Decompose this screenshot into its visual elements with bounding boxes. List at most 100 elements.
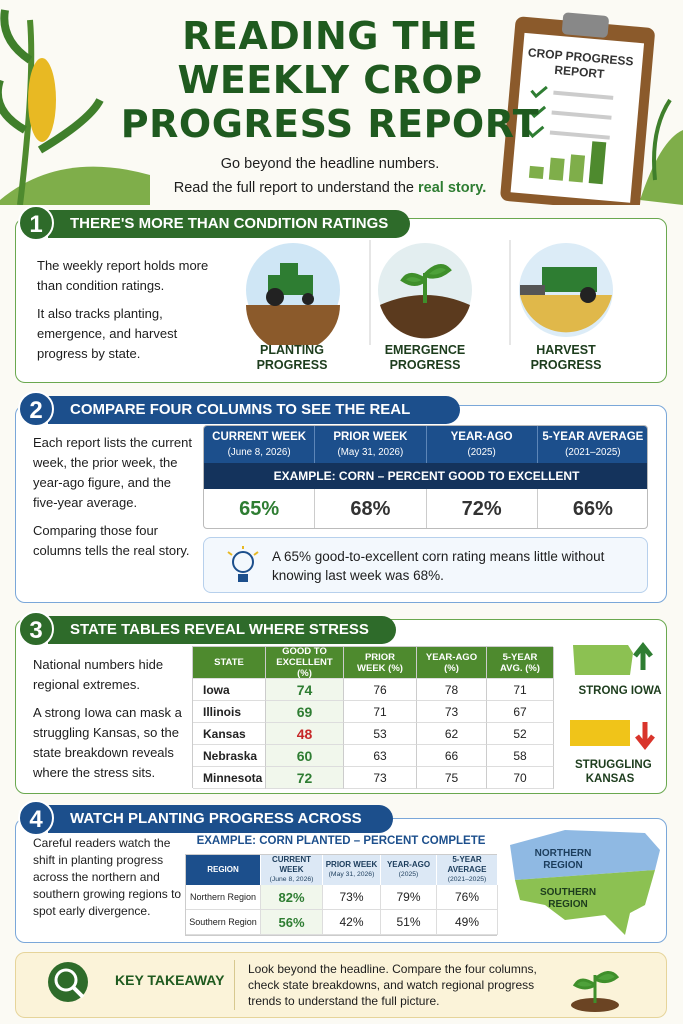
title-line: WEEKLY CROP (177, 58, 483, 102)
header-cell: CURRENT WEEK (June 8, 2026) (261, 855, 323, 885)
table-cell: 73 (417, 701, 487, 723)
header-cell: YEAR-AGO (2025) (381, 855, 437, 885)
table-cell: 71 (344, 701, 417, 723)
header-sub: (2025) (467, 446, 496, 458)
header-sub: (May 31, 2026) (328, 871, 375, 878)
icon-label: HARVEST PROGRESS (530, 343, 602, 372)
section-title: THERE'S MORE THAN CONDITION RATINGS (48, 210, 410, 238)
table-cell: 67 (487, 701, 554, 723)
section-text: Each report lists the current week, the … (33, 433, 193, 569)
header-sub: (2021–2025) (565, 446, 621, 458)
table-cell: 56% (261, 910, 323, 935)
header-cell: 5-YEAR AVERAGE (2021–2025) (537, 426, 647, 463)
section-number: 2 (18, 391, 54, 427)
icon-label: PLANTING PROGRESS (256, 343, 328, 372)
table-cell: 63 (344, 745, 417, 767)
title-line: PROGRESS REPORT (120, 102, 540, 146)
sprout-icon (571, 971, 620, 1012)
table-cell: 79% (381, 885, 437, 910)
value-cell: 68% (315, 489, 427, 528)
subtitle-text: Read the full report to understand the (173, 180, 414, 196)
table-cell: Northern Region (186, 885, 261, 910)
takeaway-icon (48, 962, 88, 1002)
subtitle: Go beyond the headline numbers. Read the… (140, 152, 520, 200)
note-box: A 65% good-to-excellent corn rating mean… (203, 537, 648, 593)
table-cell: Southern Region (186, 910, 261, 935)
table-cell: 42% (323, 910, 381, 935)
header-label: PRIOR WEEK (325, 860, 378, 869)
table-cell: 48 (266, 723, 344, 745)
header-cell: 5-YEAR AVERAGE (2021–2025) (437, 855, 498, 885)
region-table: REGION CURRENT WEEK (June 8, 2026) PRIOR WE… (185, 854, 498, 936)
header-sub: (May 31, 2026) (337, 446, 404, 458)
table-cell: 51% (381, 910, 437, 935)
header-cell: REGION (186, 855, 261, 885)
header-cell: YEAR-AGO (%) (417, 647, 487, 679)
map-label: SOUTHERN REGION (539, 887, 597, 910)
takeaway-box (15, 952, 667, 1018)
header-cell: CURRENT WEEK (June 8, 2026) (204, 426, 316, 463)
section-number: 4 (18, 800, 54, 836)
note-text: A 65% good-to-excellent corn rating mean… (272, 549, 605, 583)
state-icons (570, 641, 655, 751)
section-title: STATE TABLES REVEAL WHERE STRESS EXISTS (48, 616, 396, 666)
table-cell: Kansas (193, 723, 266, 745)
paragraph: A strong Iowa can mask a struggling Kans… (33, 705, 182, 780)
paragraph: Careful readers watch the shift in plant… (33, 836, 182, 918)
table-cell: 52 (487, 723, 554, 745)
subtitle-line: Go beyond the headline numbers. (220, 156, 440, 172)
header-sub: (2021–2025) (447, 876, 487, 883)
table-cell: 76 (344, 679, 417, 701)
header-sub: (June 8, 2026) (227, 446, 291, 458)
icon-label: EMERGENCE PROGRESS (384, 343, 466, 372)
section-text: Careful readers watch the shift in plant… (33, 835, 183, 928)
table-cell: Iowa (193, 679, 266, 701)
header-label: PRIOR WEEK (333, 430, 408, 443)
table-cell: Minnesota (193, 767, 266, 789)
section-title: COMPARE FOUR COLUMNS TO SEE THE REAL STO… (48, 396, 460, 446)
section-text: National numbers hide regional extremes.… (33, 655, 193, 791)
takeaway-label: KEY TAKEAWAY (115, 972, 225, 988)
header-cell: PRIOR WEEK (%) (344, 647, 417, 679)
table-cell: 71 (487, 679, 554, 701)
paragraph: National numbers hide regional extremes. (33, 657, 164, 692)
header-label: REGION (207, 865, 239, 874)
table-cell: 72 (266, 767, 344, 789)
header-label: CURRENT WEEK (271, 855, 312, 874)
table-cell: 69 (266, 701, 344, 723)
header-cell: 5-YEAR AVG. (%) (487, 647, 554, 679)
header-label: YEAR-AGO (450, 430, 513, 443)
table-cell: 76% (437, 885, 498, 910)
header-label: YEAR-AGO (386, 860, 431, 869)
table-caption: EXAMPLE: CORN PLANTED – PERCENT COMPLETE (196, 835, 486, 847)
value-cell: 72% (427, 489, 538, 528)
table-cell: 49% (437, 910, 498, 935)
section-number: 1 (18, 205, 54, 241)
section-number: 3 (18, 611, 54, 647)
value-cell: 65% (204, 489, 316, 528)
header-label: 5-YEAR AVERAGE (542, 430, 644, 443)
subtitle-line: Read the full report to understand the r… (140, 176, 520, 200)
comparison-table: CURRENT WEEK (June 8, 2026) PRIOR WEEK (May… (203, 425, 648, 529)
subtitle-highlight: real story. (418, 180, 487, 196)
section-title: WATCH PLANTING PROGRESS ACROSS REGIONS (48, 805, 393, 855)
header-label: CURRENT WEEK (212, 430, 307, 443)
bulb-icon (227, 546, 259, 582)
table-cell: Nebraska (193, 745, 266, 767)
value-cell: 66% (538, 489, 647, 528)
state-label: STRUGGLING KANSAS (575, 759, 652, 785)
title-line: READING THE (182, 14, 478, 58)
section-text: The weekly report holds more than condit… (37, 256, 217, 372)
header-sub: (2025) (398, 871, 419, 878)
table-cell: 66 (417, 745, 487, 767)
map-label: NORTHERN REGION (534, 848, 592, 871)
table-cell: 73 (344, 767, 417, 789)
header-cell: STATE (193, 647, 266, 679)
paragraph: It also tracks planting, emergence, and … (37, 306, 178, 361)
table-cell: 58 (487, 745, 554, 767)
header-cell: GOOD TO EXCELLENT (%) (266, 646, 344, 679)
table-cell: 53 (344, 723, 417, 745)
state-label: STRONG IOWA (578, 685, 662, 697)
table-cell: 75 (417, 767, 487, 789)
